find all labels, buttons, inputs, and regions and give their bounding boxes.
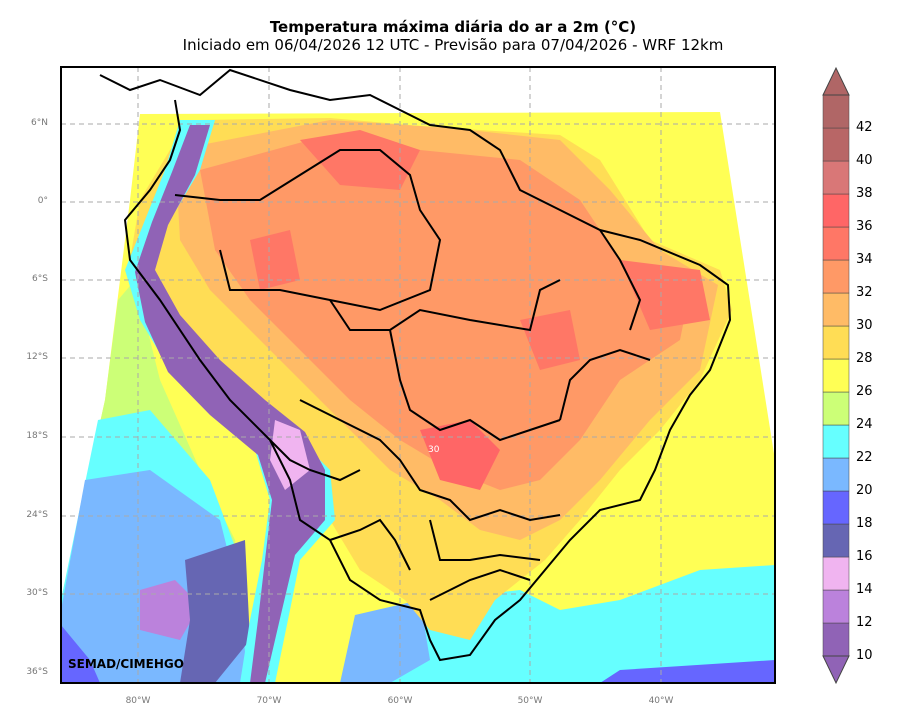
colorbar-swatch — [822, 325, 850, 360]
colorbar-swatch — [822, 127, 850, 162]
political-borders — [99, 68, 732, 662]
colorbar-tick-label: 20 — [856, 483, 873, 498]
colorbar-swatch — [822, 523, 850, 558]
colorbar-swatch — [822, 292, 850, 327]
lat-label: 24°S — [26, 510, 48, 520]
lon-label: 40°W — [648, 696, 674, 706]
colorbar-tick-label: 14 — [856, 582, 873, 597]
credit-label: SEMAD/CIMEHGO — [68, 657, 184, 671]
colorbar-tick-label: 40 — [856, 153, 873, 168]
colorbar-swatch — [822, 160, 850, 195]
colorbar-extend-max — [822, 66, 850, 96]
colorbar-swatch — [822, 556, 850, 591]
lon-label: 50°W — [517, 696, 543, 706]
colorbar-swatch — [822, 589, 850, 624]
colorbar-swatch — [822, 424, 850, 459]
map-title: Temperatura máxima diária do ar a 2m (°C… — [269, 18, 637, 36]
graticule — [61, 67, 775, 683]
map-frame — [60, 66, 776, 684]
atlantic-band-18 — [600, 660, 775, 683]
colorbar-tick-label: 12 — [856, 615, 873, 630]
andes-core — [135, 125, 325, 683]
atlantic-band-20 — [340, 600, 430, 683]
hotspot-northeast — [620, 260, 710, 330]
colorbar-swatch — [822, 94, 850, 129]
colorbar-swatch — [822, 259, 850, 294]
lat-label: 6°N — [31, 118, 48, 128]
colorbar-tick-label: 22 — [856, 450, 873, 465]
colorbar-swatch — [822, 358, 850, 393]
lon-label: 70°W — [256, 696, 282, 706]
hotspot-north — [300, 130, 420, 190]
colorbar — [822, 66, 850, 685]
colorbar-swatch — [822, 490, 850, 525]
colorbar-tick-label: 36 — [856, 219, 873, 234]
lat-label: 0° — [37, 196, 48, 206]
lat-label: 18°S — [26, 431, 48, 441]
lon-label: 80°W — [125, 696, 151, 706]
colorbar-tick-label: 32 — [856, 285, 873, 300]
colorbar-tick-label: 10 — [856, 648, 873, 663]
colorbar-swatch — [822, 391, 850, 426]
hotspot-west — [250, 230, 300, 290]
lat-label: 6°S — [32, 274, 48, 284]
colorbar-tick-label: 42 — [856, 120, 873, 135]
colorbar-swatch — [822, 226, 850, 261]
colorbar-tick-label: 24 — [856, 417, 873, 432]
pacific-corner — [61, 625, 100, 683]
contour-label: 30 — [428, 445, 440, 455]
lon-label: 60°W — [387, 696, 413, 706]
pacific-cold-pool — [140, 580, 200, 640]
colorbar-swatch — [822, 193, 850, 228]
lat-label: 36°S — [26, 667, 48, 677]
colorbar-tick-label: 34 — [856, 252, 873, 267]
colorbar-tick-label: 28 — [856, 351, 873, 366]
hotspot-east — [520, 310, 580, 370]
colorbar-extend-min — [822, 655, 850, 685]
colorbar-swatch — [822, 622, 850, 657]
lat-label: 30°S — [26, 588, 48, 598]
colorbar-tick-label: 16 — [856, 549, 873, 564]
colorbar-tick-label: 30 — [856, 318, 873, 333]
pacific-cold-pool-2 — [180, 540, 250, 683]
colorbar-tick-label: 38 — [856, 186, 873, 201]
lat-label: 12°S — [26, 352, 48, 362]
colorbar-swatch — [822, 457, 850, 492]
map-subtitle: Iniciado em 06/04/2026 12 UTC - Previsão… — [182, 36, 724, 54]
colorbar-tick-label: 26 — [856, 384, 873, 399]
colorbar-tick-label: 18 — [856, 516, 873, 531]
